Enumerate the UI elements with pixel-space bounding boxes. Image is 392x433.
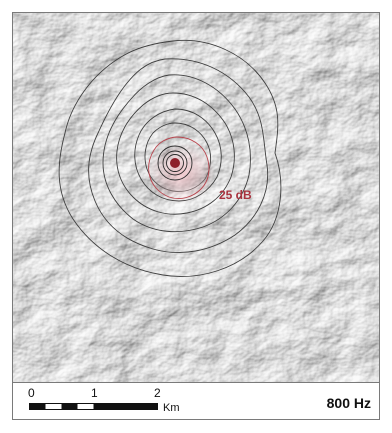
map-footer: 0 1 2 Km 800 Hz (13, 382, 379, 419)
inner-contours (148, 136, 210, 200)
source-rings (157, 145, 193, 181)
contour-level-label: 25 dB (219, 188, 252, 202)
map-canvas (13, 13, 379, 382)
contour-25db (148, 136, 210, 200)
scale-unit: Km (163, 402, 180, 414)
frequency-label: 800 Hz (326, 395, 371, 411)
scale-tick-2: 2 (154, 386, 161, 400)
contour-outer-1 (58, 39, 282, 277)
scale-bar-graphic (29, 403, 158, 410)
contour-3 (102, 74, 251, 233)
scale-tick-1: 1 (91, 386, 98, 400)
map-frame: 25 dB 0 1 2 Km 800 Hz (12, 12, 380, 420)
scale-tick-0: 0 (28, 386, 35, 400)
shaded-relief-map[interactable]: 25 dB (13, 13, 379, 382)
noise-contours (58, 39, 282, 277)
contour-4 (116, 92, 235, 215)
contour-outer-2 (88, 58, 269, 253)
sound-source-marker[interactable] (170, 158, 180, 168)
